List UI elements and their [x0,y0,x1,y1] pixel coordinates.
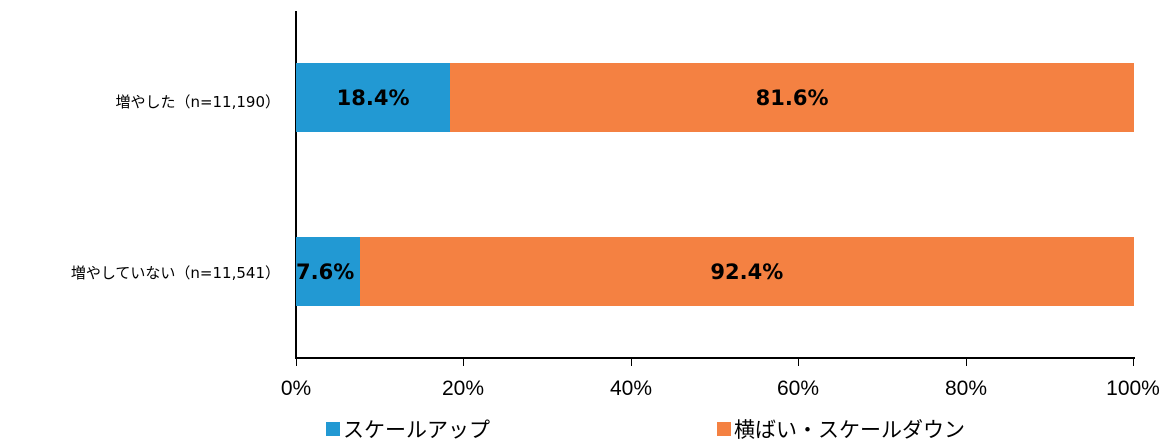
x-tick [631,357,632,366]
bar-segment-scale-up: 18.4% [296,63,451,132]
x-tick-label: 80% [944,377,988,400]
legend-swatch-icon [717,422,731,436]
x-tick-label: 40% [609,377,653,400]
bar-row: 7.6% 92.4% [296,237,1134,306]
legend-label: スケールアップ [343,419,490,442]
bar-row: 18.4% 81.6% [296,63,1134,132]
x-tick [463,357,464,366]
x-tick-label: 0% [280,377,312,400]
legend-item-flat-or-down: 横ばい・スケールダウン [717,414,965,444]
bar-segment-flat-or-down: 92.4% [359,237,1134,306]
legend-item-scale-up: スケールアップ [326,414,490,444]
x-tick-label: 60% [776,377,820,400]
x-tick-label: 100% [1106,377,1160,400]
legend-label: 横ばい・スケールダウン [734,419,965,442]
x-tick [1133,357,1134,366]
x-tick-label: 20% [441,377,485,400]
bar-segment-flat-or-down: 81.6% [450,63,1134,132]
category-label: 増やした（n=11,190） [115,93,280,111]
y-axis-line [295,11,297,359]
x-axis-line [295,357,1135,359]
x-tick [966,357,967,366]
bar-segment-scale-up: 7.6% [296,237,360,306]
x-tick [798,357,799,366]
x-tick [296,357,297,366]
category-label: 増やしていない（n=11,541） [70,264,280,282]
legend-swatch-icon [326,422,340,436]
